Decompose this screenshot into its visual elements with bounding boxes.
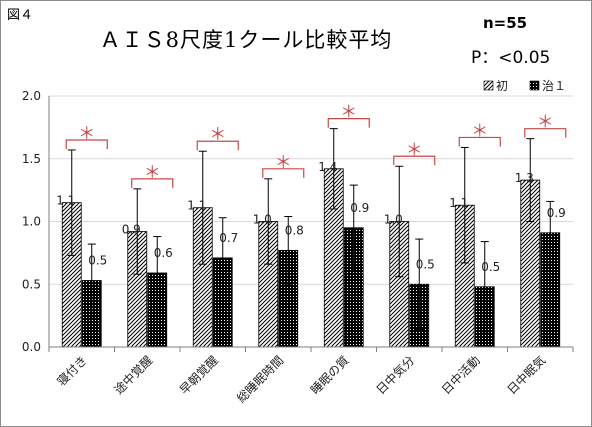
significance-bracket-4 (262, 168, 305, 178)
legend-label-series-2: 治１ (542, 79, 566, 93)
data-label-2-5: 0.9 (350, 201, 369, 215)
significance-star-2: ＊ (144, 163, 161, 183)
significance-star-8: ＊ (537, 113, 554, 133)
data-label-2-6: 0.5 (416, 257, 435, 271)
x-tick-label-4: 総睡眠時間 (234, 353, 286, 405)
significance-bracket-2 (131, 178, 174, 188)
x-tick-label-5: 睡眠の質 (307, 353, 352, 398)
significance-bracket-6 (393, 155, 436, 166)
legend-swatch-series-1 (483, 80, 494, 91)
y-tick-label: 1.0 (22, 215, 41, 229)
significance-bracket-7 (458, 136, 501, 147)
significance-star-6: ＊ (406, 140, 423, 160)
x-tick-label-8: 日中眠気 (504, 353, 549, 398)
y-tick-label: 1.5 (22, 152, 41, 166)
legend-swatch-series-2 (529, 80, 540, 91)
significance-star-5: ＊ (340, 103, 357, 123)
data-label-2-7: 0.5 (481, 260, 500, 274)
y-axis: 0.0 0.5 1.0 1.5 2.0 (22, 89, 41, 354)
y-tick-label: 0.0 (22, 340, 41, 354)
data-label-1-1: 1.1 (56, 194, 75, 208)
x-tick-label-1: 寝付き (54, 353, 90, 389)
bars (61, 168, 561, 348)
data-label-1-4: 1.0 (253, 213, 272, 227)
significance-bracket-3 (196, 140, 239, 151)
data-label-1-3: 1.1 (187, 199, 206, 213)
data-label-1-8: 1.3 (515, 171, 534, 185)
x-tick-label-2: 途中覚醒 (111, 353, 156, 398)
data-label-2-4: 0.8 (285, 223, 304, 237)
legend: 初 治１ (483, 79, 566, 93)
data-label-2-8: 0.9 (547, 206, 566, 220)
chart-title: ＡＩＳ8尺度1クール比較平均 (100, 28, 393, 52)
significance-star-3: ＊ (209, 125, 226, 145)
data-label-2-1: 0.5 (88, 253, 107, 267)
figure-label: 図４ (7, 8, 33, 23)
y-tick-label: 0.5 (22, 277, 41, 291)
x-tick-label-7: 日中活動 (438, 353, 483, 398)
data-label-1-7: 1.1 (449, 196, 468, 210)
significance-bracket-5 (327, 118, 370, 128)
data-label-1-2: 0.9 (122, 223, 141, 237)
legend-label-series-1: 初 (496, 79, 508, 93)
gridlines (49, 95, 573, 285)
significance-bracket-1 (65, 139, 108, 149)
y-tick-label: 2.0 (22, 89, 41, 103)
data-label-1-6: 1.0 (384, 213, 403, 227)
significance-star-4: ＊ (275, 153, 292, 173)
significance-star-1: ＊ (78, 124, 95, 144)
data-label-2-2: 0.6 (154, 246, 173, 260)
significance-markers: ＊ ＊ ＊ ＊ ＊ ＊ ＊ ＊ (65, 103, 567, 188)
x-tick-label-3: 早朝覚醒 (177, 353, 221, 397)
x-tick-label-6: 日中気分 (373, 353, 418, 398)
significance-bracket-8 (524, 128, 567, 138)
data-label-2-3: 0.7 (219, 231, 238, 245)
error-bars (67, 128, 555, 333)
sample-size-note: n=55 (483, 14, 527, 32)
significance-star-7: ＊ (471, 121, 488, 141)
p-value-note: P：<0.05 (471, 48, 550, 68)
data-label-1-5: 1.4 (318, 160, 337, 174)
data-labels: 1.1 0.5 0.9 0.6 1.1 0.7 1.0 0.8 1.4 0.9 1.0 0.5 1.1 0… (56, 160, 566, 274)
